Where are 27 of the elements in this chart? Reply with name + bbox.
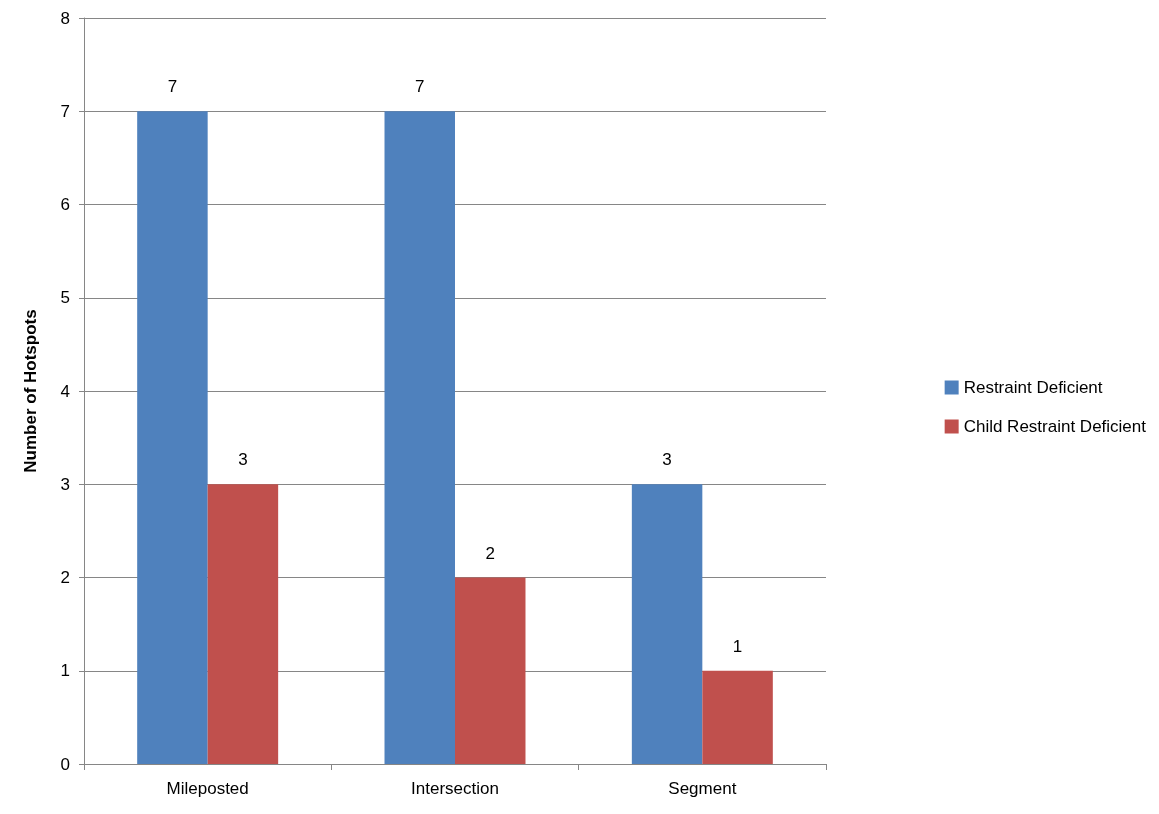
y-tick-label: 0 [60,754,70,774]
y-axis-title: Number of Hotspots [21,309,40,473]
data-label: 1 [732,636,743,656]
x-tick-label: Segment [668,779,737,798]
data-label: 3 [662,450,672,470]
bar [137,111,208,764]
data-label: 2 [485,543,495,563]
y-tick-label: 5 [60,288,70,308]
y-tick-label: 4 [60,381,70,401]
data-label: 7 [415,77,425,97]
data-label: 7 [167,77,178,97]
y-tick-label: 8 [60,8,70,28]
y-tick-label: 7 [60,101,70,121]
data-label: 3 [238,450,248,470]
bar [631,484,703,764]
x-tick-label: Mileposted [166,779,249,798]
bar [702,670,773,764]
bar [455,577,526,764]
y-tick-label: 3 [60,474,70,494]
x-tick-label: Intersection [411,779,499,798]
legend-label: Restraint Deficient [963,378,1103,397]
y-tick-label: 1 [60,661,70,681]
bar [207,484,279,764]
y-tick-label: 2 [60,568,70,587]
bar [384,111,455,764]
legend-label: Child Restraint Deficient [963,417,1147,436]
y-tick-label: 6 [60,195,70,214]
